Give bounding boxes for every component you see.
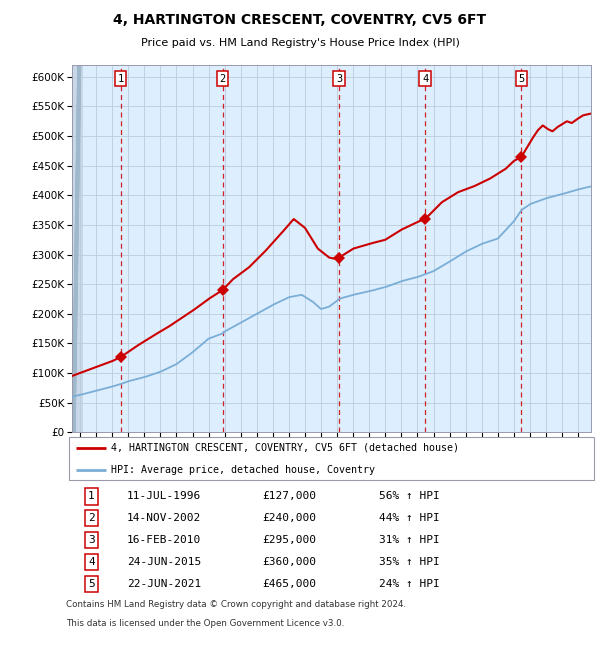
Text: 4: 4 (88, 557, 95, 567)
Text: 56% ↑ HPI: 56% ↑ HPI (379, 491, 440, 501)
Text: £465,000: £465,000 (262, 579, 316, 589)
Text: 44% ↑ HPI: 44% ↑ HPI (379, 514, 440, 523)
Text: 11-JUL-1996: 11-JUL-1996 (127, 491, 202, 501)
Text: HPI: Average price, detached house, Coventry: HPI: Average price, detached house, Cove… (111, 465, 375, 475)
Text: 3: 3 (336, 73, 342, 84)
Text: £295,000: £295,000 (262, 535, 316, 545)
Text: 3: 3 (88, 535, 95, 545)
Text: 22-JUN-2021: 22-JUN-2021 (127, 579, 202, 589)
Bar (72, 65, 83, 432)
Text: 2: 2 (88, 514, 95, 523)
Text: 1: 1 (118, 73, 124, 84)
Text: Contains HM Land Registry data © Crown copyright and database right 2024.: Contains HM Land Registry data © Crown c… (66, 600, 406, 609)
Text: 24-JUN-2015: 24-JUN-2015 (127, 557, 202, 567)
Text: Price paid vs. HM Land Registry's House Price Index (HPI): Price paid vs. HM Land Registry's House … (140, 38, 460, 47)
FancyBboxPatch shape (68, 437, 595, 480)
Text: 4: 4 (422, 73, 428, 84)
Text: 4, HARTINGTON CRESCENT, COVENTRY, CV5 6FT (detached house): 4, HARTINGTON CRESCENT, COVENTRY, CV5 6F… (111, 443, 459, 452)
Text: 4, HARTINGTON CRESCENT, COVENTRY, CV5 6FT: 4, HARTINGTON CRESCENT, COVENTRY, CV5 6F… (113, 13, 487, 27)
Text: 1: 1 (88, 491, 95, 501)
Text: £360,000: £360,000 (262, 557, 316, 567)
Text: 35% ↑ HPI: 35% ↑ HPI (379, 557, 440, 567)
Text: 14-NOV-2002: 14-NOV-2002 (127, 514, 202, 523)
Text: £240,000: £240,000 (262, 514, 316, 523)
Text: 5: 5 (518, 73, 524, 84)
Text: 2: 2 (220, 73, 226, 84)
Text: £127,000: £127,000 (262, 491, 316, 501)
Text: This data is licensed under the Open Government Licence v3.0.: This data is licensed under the Open Gov… (66, 619, 344, 629)
Text: 5: 5 (88, 579, 95, 589)
Text: 16-FEB-2010: 16-FEB-2010 (127, 535, 202, 545)
Text: 24% ↑ HPI: 24% ↑ HPI (379, 579, 440, 589)
Text: 31% ↑ HPI: 31% ↑ HPI (379, 535, 440, 545)
